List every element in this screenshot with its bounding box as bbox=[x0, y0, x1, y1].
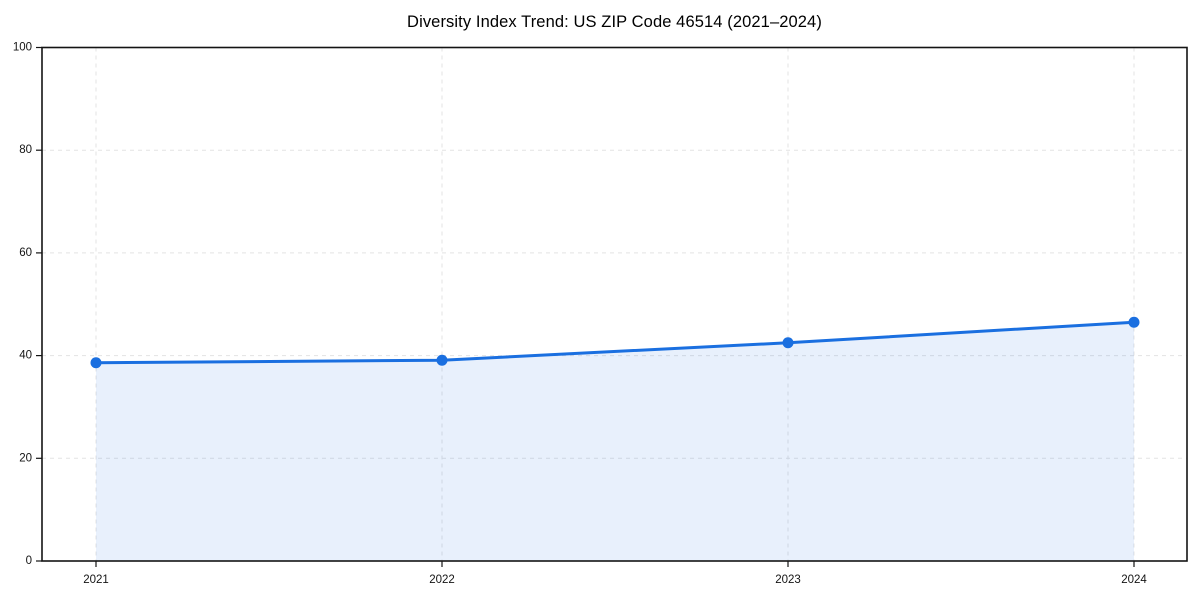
data-point-2022 bbox=[436, 354, 448, 366]
trend-line bbox=[94, 320, 1136, 365]
x-tick-label: 2023 bbox=[775, 574, 801, 586]
y-tick-label: 40 bbox=[19, 350, 32, 362]
data-point-2021 bbox=[90, 357, 102, 369]
data-point-2023 bbox=[782, 337, 794, 349]
y-tick-label: 0 bbox=[26, 555, 32, 567]
data-point-2024 bbox=[1128, 316, 1140, 328]
area-fill bbox=[96, 322, 1134, 561]
x-tick-label: 2022 bbox=[429, 574, 455, 586]
x-tick-label: 2024 bbox=[1121, 574, 1147, 586]
x-tick-label: 2021 bbox=[83, 574, 109, 586]
y-tick-label: 100 bbox=[13, 42, 32, 54]
y-tick-label: 60 bbox=[19, 247, 32, 259]
plot-border bbox=[41, 46, 1188, 562]
y-tick-label: 20 bbox=[19, 452, 32, 464]
chart-title: Diversity Index Trend: US ZIP Code 46514… bbox=[407, 13, 822, 31]
y-tick-label: 80 bbox=[19, 144, 32, 156]
